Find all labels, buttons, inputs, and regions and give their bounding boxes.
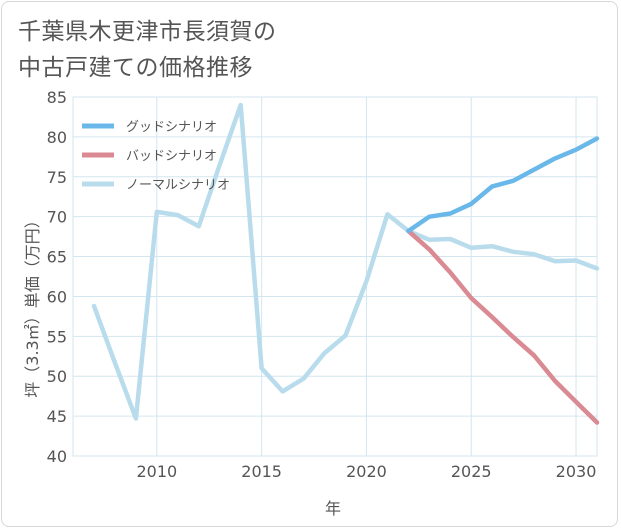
y-tick-label: 85 <box>47 88 67 107</box>
y-tick-label: 60 <box>47 287 67 306</box>
y-tick-label: 75 <box>47 168 67 187</box>
series-lines <box>91 102 600 425</box>
x-tick-label: 2015 <box>241 462 282 481</box>
chart-title-line-2: 中古戸建ての価格推移 <box>18 55 253 81</box>
legend-item-good-label: グッドシナリオ <box>126 120 217 135</box>
grid-lines <box>72 96 598 457</box>
y-axis-title: 坪（3.3㎡）単価（万円） <box>23 212 42 397</box>
y-tick-label: 80 <box>47 128 67 147</box>
x-tick-label: 2030 <box>556 462 597 481</box>
y-tick-label: 65 <box>47 248 67 267</box>
normal-scenario-line <box>91 102 600 421</box>
legend-item-normal-label: ノーマルシナリオ <box>126 178 230 193</box>
x-axis-title: 年 <box>325 499 341 518</box>
y-tick-label: 55 <box>47 327 67 346</box>
x-tick-label: 2025 <box>451 462 492 481</box>
legend-item-bad-label: バッドシナリオ <box>126 149 217 164</box>
y-tick-label: 40 <box>47 447 67 466</box>
y-tick-label: 70 <box>47 208 67 227</box>
tick-labels: 40 45 50 55 60 65 70 75 80 85 2010 2015 2020 2025 2030 <box>47 88 597 481</box>
y-tick-label: 45 <box>47 407 67 426</box>
x-tick-label: 2010 <box>136 462 177 481</box>
good-scenario-line <box>406 136 600 234</box>
chart-title-line-1: 千葉県木更津市長須賀の <box>18 19 277 45</box>
x-tick-label: 2020 <box>346 462 387 481</box>
chart-title: 千葉県木更津市長須賀の 中古戸建ての価格推移 <box>18 14 277 86</box>
bad-scenario-line <box>406 228 600 425</box>
y-tick-label: 50 <box>47 367 67 386</box>
